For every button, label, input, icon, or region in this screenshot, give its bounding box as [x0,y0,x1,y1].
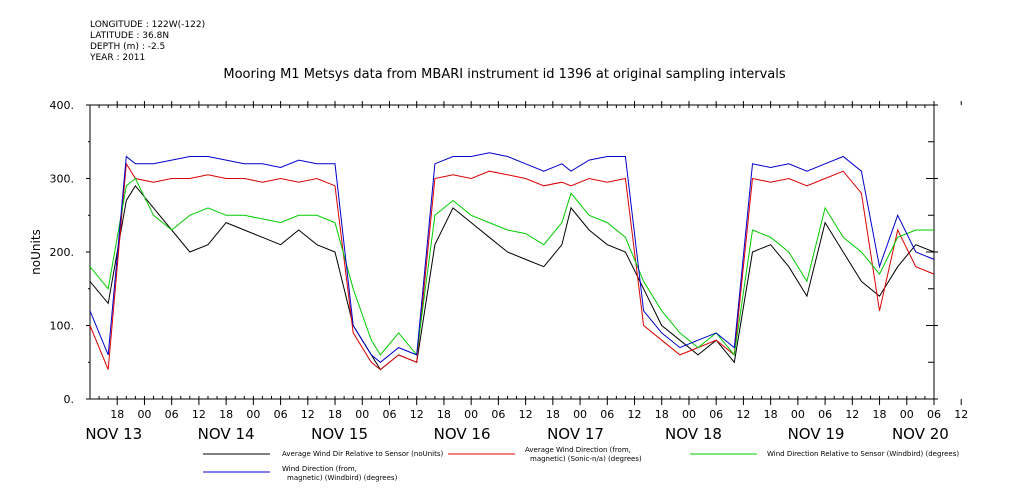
x-tick-label: 06 [600,408,614,421]
x-tick-label: 12 [410,408,424,421]
date-label: NOV 14 [198,425,255,443]
date-label: NOV 18 [665,425,722,443]
legend-label-red: Average Wind Direction (from, [525,446,631,454]
date-label: NOV 15 [311,425,368,443]
x-tick-label: 06 [927,408,941,421]
x-tick-label: 06 [709,408,723,421]
x-tick-label: 00 [573,408,587,421]
x-tick-label: 00 [355,408,369,421]
x-tick-label: 06 [274,408,288,421]
y-tick-label: 0. [64,393,75,406]
date-label: NOV 19 [788,425,845,443]
date-label: NOV 20 [892,425,949,443]
x-tick-label: 12 [519,408,533,421]
x-tick-label: 12 [845,408,859,421]
x-tick-label: 00 [137,408,151,421]
date-label: NOV 17 [547,425,604,443]
series-black-line [89,184,935,371]
x-tick-label: 12 [301,408,315,421]
y-tick-label: 300. [50,173,75,186]
series-blue-line [89,152,935,363]
y-axis-label: noUnits [29,229,43,275]
legend-label-red-2: magnetic) (Sonic-n/a) (degrees) [530,455,642,463]
x-tick-label: 00 [900,408,914,421]
x-tick-label: 06 [382,408,396,421]
legend-label-blue-2: magnetic) (Windbird) (degrees) [287,474,398,482]
x-tick-label: 00 [464,408,478,421]
y-tick-label: 100. [50,320,75,333]
date-label: NOV 16 [434,425,491,443]
x-tick-label: 00 [246,408,260,421]
plot-frame [89,104,935,400]
x-tick-label: 12 [954,408,968,421]
chart-title: Mooring M1 Metsys data from MBARI instru… [223,67,786,82]
latitude-text: LATITUDE : 36.8N [90,31,170,41]
date-label: NOV 13 [85,425,142,443]
x-tick-label: 06 [165,408,179,421]
y-tick-label: 200. [50,246,75,259]
depth-text: DEPTH (m) : -2.5 [90,42,166,52]
legend-label-blue: Wind Direction (from, [282,465,357,473]
x-tick-label: 00 [791,408,805,421]
x-tick-label: 18 [110,408,124,421]
x-tick-label: 00 [682,408,696,421]
x-tick-label: 12 [192,408,206,421]
series-green-line [89,177,934,357]
y-tick-label: 400. [50,99,75,112]
legend-label-black: Average Wind Dir Relative to Sensor (noU… [282,450,443,458]
metadata-block: LONGITUDE : 122W(-122) LATITUDE : 36.8N … [90,20,205,64]
year-text: YEAR : 2011 [90,53,146,63]
longitude-text: LONGITUDE : 122W(-122) [90,20,206,30]
x-tick-label: 18 [437,408,451,421]
x-tick-label: 18 [546,408,560,421]
x-tick-label: 18 [873,408,887,421]
x-tick-label: 18 [655,408,669,421]
legend-label-green: Wind Direction Relative to Sensor (Windb… [767,450,959,458]
x-tick-label: 18 [328,408,342,421]
series-red-line [89,162,935,371]
x-tick-label: 12 [736,408,750,421]
x-tick-label: 06 [818,408,832,421]
x-tick-label: 12 [628,408,642,421]
x-tick-label: 18 [764,408,778,421]
x-tick-label: 06 [491,408,505,421]
x-tick-label: 18 [219,408,233,421]
